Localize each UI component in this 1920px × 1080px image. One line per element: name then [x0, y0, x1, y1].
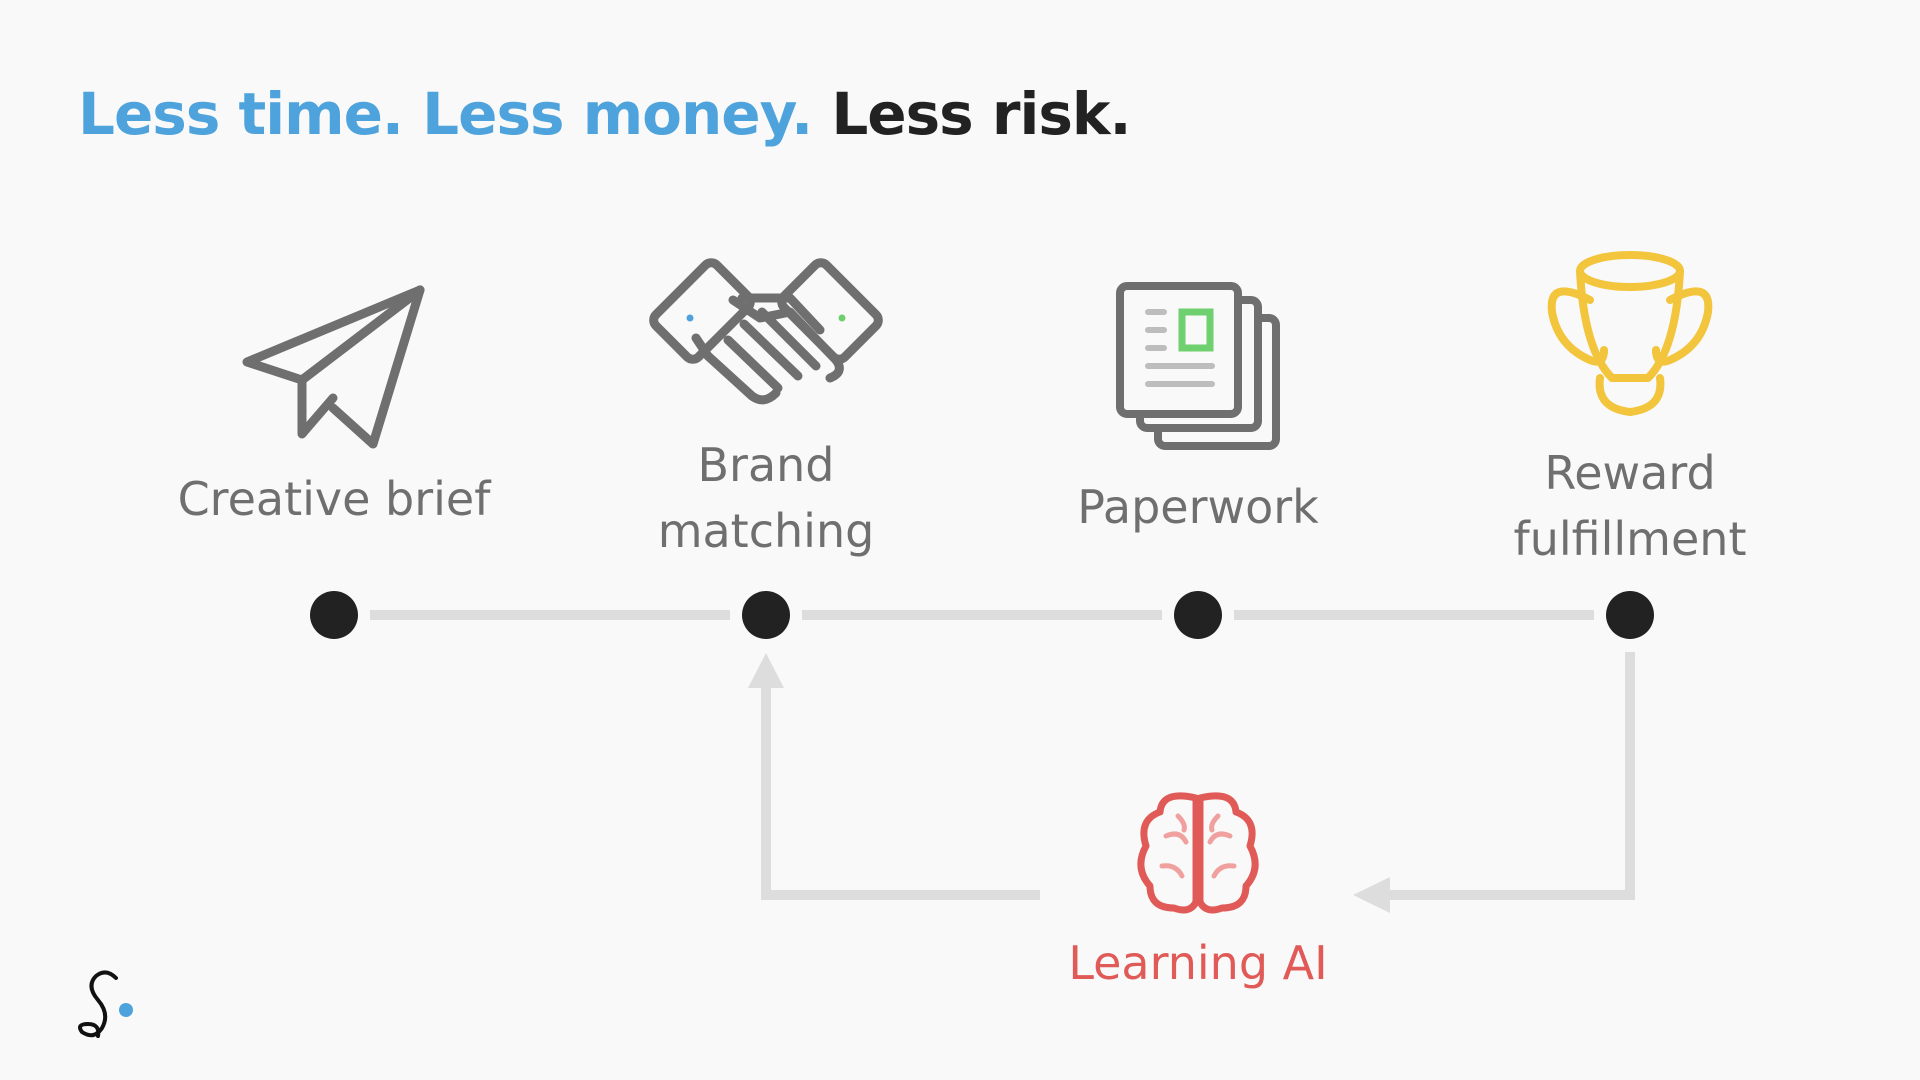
timeline-node-2 [742, 591, 790, 639]
timeline-node-4 [1606, 591, 1654, 639]
brain-icon [1137, 792, 1259, 914]
timeline-node-3 [1174, 591, 1222, 639]
feedback-arrowhead-up [748, 653, 784, 688]
brand-logo-icon [78, 970, 133, 1038]
timeline-node-1 [310, 591, 358, 639]
title-part-money: Less money. [422, 80, 813, 148]
brand-logo-dot [119, 1003, 133, 1017]
step-label-paperwork: Paperwork [998, 474, 1398, 540]
step-label-brand-matching: Brand matching [566, 432, 966, 564]
step-1-label-line: Creative brief [177, 472, 491, 526]
paper-plane-icon [242, 285, 425, 449]
learning-ai-label: Learning AI [1068, 936, 1328, 990]
feedback-label-learning-ai: Learning AI [998, 930, 1398, 996]
feedback-path-out [761, 680, 1040, 900]
step-2-label-line-2: matching [657, 504, 875, 558]
feedback-arrowhead-left [1353, 877, 1390, 913]
trophy-icon [1547, 251, 1713, 416]
handshake-icon [649, 258, 883, 405]
step-4-label-line-2: fulfillment [1513, 512, 1747, 566]
step-label-creative-brief: Creative brief [134, 466, 534, 532]
title-part-time: Less time. [78, 80, 404, 148]
step-2-label-line-1: Brand [697, 438, 835, 492]
title-part-risk: Less risk. [831, 80, 1131, 148]
page-title: Less time. Less money. Less risk. [78, 80, 1131, 148]
step-4-label-line-1: Reward [1544, 446, 1716, 500]
feedback-loop [748, 652, 1635, 913]
step-label-reward-fulfillment: Reward fulfillment [1430, 440, 1830, 572]
feedback-path-in [1380, 652, 1635, 900]
step-3-label-line: Paperwork [1077, 480, 1319, 534]
document-lines [1145, 308, 1215, 387]
